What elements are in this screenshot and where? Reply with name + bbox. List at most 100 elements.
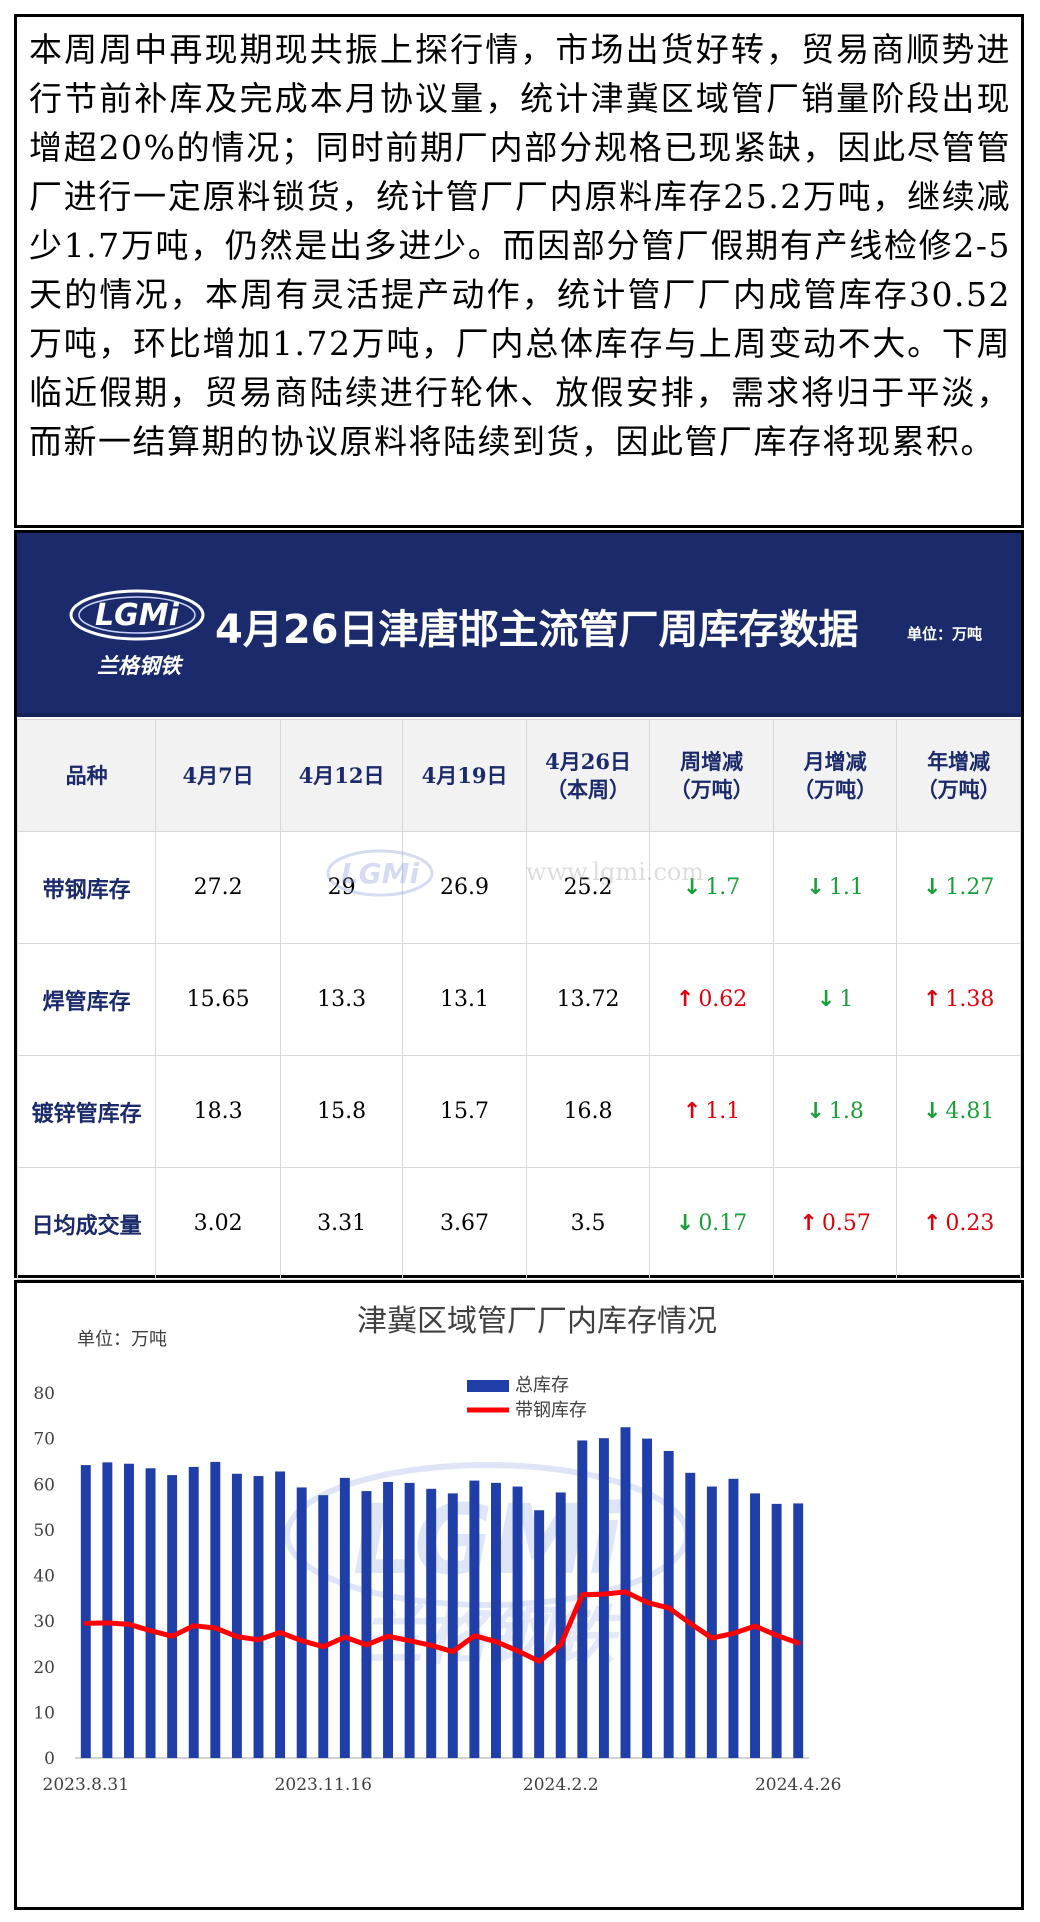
change-cell: ↓ 0.17 bbox=[649, 1167, 774, 1280]
bar bbox=[383, 1481, 393, 1758]
row-label: 带钢库存 bbox=[16, 831, 157, 944]
table-row: 焊管库存 15.65 13.3 13.1 13.72 ↑ 0.62 ↓ 1 ↑ 1.38 bbox=[16, 943, 1021, 1056]
y-tick-label: 30 bbox=[33, 1612, 55, 1632]
arrow-down-icon: ↓ bbox=[922, 1099, 942, 1124]
chart-title: 津冀区域管厂厂内库存情况 bbox=[357, 1304, 717, 1339]
y-tick-label: 80 bbox=[33, 1384, 55, 1404]
value-cell: 3.02 bbox=[155, 1167, 281, 1280]
change-cell: ↑ 1.1 bbox=[649, 1055, 774, 1168]
value-cell: 15.7 bbox=[402, 1055, 527, 1168]
change-value: 1 bbox=[839, 987, 854, 1012]
change-value: 1.1 bbox=[828, 875, 864, 900]
header-cell: 4月7日 bbox=[155, 719, 281, 832]
bar bbox=[447, 1493, 458, 1758]
bar bbox=[275, 1471, 286, 1758]
change-cell: ↑ 0.57 bbox=[772, 1167, 898, 1280]
row-label: 镀锌管库存 bbox=[16, 1055, 157, 1168]
bar bbox=[167, 1475, 178, 1758]
inventory-chart-card: LGMi 兰格钢铁 津冀区域管厂厂内库存情况 单位：万吨 0 10 20 30 40 50 60 70… bbox=[14, 1280, 1024, 1910]
y-tick-label: 40 bbox=[33, 1567, 55, 1587]
bar bbox=[598, 1438, 609, 1758]
bar bbox=[555, 1492, 566, 1758]
bar bbox=[663, 1450, 674, 1758]
logo-subtext: 兰格钢铁 bbox=[97, 653, 184, 678]
bar bbox=[231, 1473, 242, 1758]
inventory-table: 品种 4月7日 4月12日 4月19日 4月26日 （本周） 周增减 （万吨） 月增减 （万… bbox=[16, 719, 1021, 1280]
change-value: 1.38 bbox=[945, 987, 995, 1012]
arrow-up-icon: ↑ bbox=[922, 987, 942, 1012]
bar bbox=[491, 1482, 501, 1758]
legend-swatch-bar bbox=[467, 1380, 509, 1392]
header-cell: 品种 bbox=[16, 719, 157, 832]
value-cell: 15.8 bbox=[279, 1055, 404, 1168]
bar bbox=[361, 1491, 372, 1758]
change-cell: ↑ 0.62 bbox=[649, 943, 774, 1056]
change-value: 4.81 bbox=[945, 1099, 995, 1124]
header-cell: 4月26日 （本周） bbox=[525, 719, 651, 832]
arrow-down-icon: ↓ bbox=[922, 875, 942, 900]
table-header-row: 品种 4月7日 4月12日 4月19日 4月26日 （本周） 周增减 （万吨） 月增减 （万… bbox=[16, 719, 1021, 832]
bar bbox=[534, 1510, 545, 1758]
header-cell: 周增减 （万吨） bbox=[649, 719, 774, 832]
header-cell: 4月19日 bbox=[402, 719, 527, 832]
arrow-down-icon: ↓ bbox=[682, 875, 702, 900]
bar bbox=[80, 1465, 91, 1758]
unit-label: 单位：万吨 bbox=[907, 625, 983, 643]
bar bbox=[210, 1461, 221, 1758]
chart-unit-label: 单位：万吨 bbox=[77, 1329, 167, 1350]
change-cell: ↓ 1.1 bbox=[772, 831, 898, 944]
value-cell: 18.3 bbox=[155, 1055, 281, 1168]
arrow-down-icon: ↓ bbox=[675, 1211, 695, 1236]
value-cell: 13.1 bbox=[402, 943, 527, 1056]
change-cell: ↓ 1.7 bbox=[649, 831, 774, 944]
bar bbox=[728, 1478, 739, 1758]
summary-paragraph: 本周周中再现期现共振上探行情，市场出货好转，贸易商顺势进行节前补库及完成本月协议… bbox=[14, 14, 1024, 528]
change-value: 0.57 bbox=[821, 1211, 871, 1236]
value-cell: 27.2 bbox=[155, 831, 281, 944]
bar bbox=[318, 1495, 329, 1758]
arrow-up-icon: ↑ bbox=[799, 1211, 818, 1236]
change-value: 1.27 bbox=[945, 875, 995, 900]
value-cell: 15.65 bbox=[155, 943, 281, 1056]
logo-text: LGMi bbox=[95, 598, 180, 633]
bar bbox=[426, 1488, 437, 1758]
arrow-down-icon: ↓ bbox=[806, 1099, 825, 1124]
arrow-up-icon: ↑ bbox=[682, 1099, 702, 1124]
arrow-down-icon: ↓ bbox=[816, 987, 836, 1012]
x-tick-label: 2024.2.2 bbox=[523, 1775, 599, 1795]
table-row: 带钢库存 27.2 29 26.9 25.2 ↓ 1.7 ↓ 1.1 ↓ 1.27 bbox=[16, 831, 1021, 944]
x-tick-label: 2023.8.31 bbox=[43, 1775, 130, 1795]
bar bbox=[102, 1462, 113, 1758]
header-cell: 4月12日 bbox=[279, 719, 404, 832]
y-tick-label: 50 bbox=[33, 1521, 55, 1541]
y-tick-label: 20 bbox=[33, 1658, 55, 1678]
bar bbox=[145, 1468, 156, 1758]
arrow-up-icon: ↑ bbox=[922, 1211, 942, 1236]
table-banner: LGMi 兰格钢铁 4月26日津唐邯主流管厂周库存数据 单位：万吨 bbox=[17, 533, 1021, 717]
change-cell: ↓ 1 bbox=[772, 943, 898, 1056]
table-title: 4月26日津唐邯主流管厂周库存数据 bbox=[215, 607, 859, 653]
value-cell: 29 bbox=[279, 831, 404, 944]
bar bbox=[793, 1503, 804, 1758]
header-cell: 月增减 （万吨） bbox=[772, 719, 898, 832]
change-cell: ↑ 0.23 bbox=[896, 1167, 1021, 1280]
value-cell: 25.2 bbox=[525, 831, 651, 944]
row-label: 日均成交量 bbox=[16, 1167, 157, 1280]
x-tick-label: 2024.4.26 bbox=[755, 1775, 842, 1795]
table-row: 镀锌管库存 18.3 15.8 15.7 16.8 ↑ 1.1 ↓ 1.8 ↓ 4.81 bbox=[16, 1055, 1021, 1168]
bar bbox=[771, 1503, 782, 1758]
bar bbox=[124, 1463, 134, 1758]
bar bbox=[512, 1486, 523, 1758]
bar bbox=[642, 1438, 653, 1758]
bar bbox=[706, 1486, 717, 1758]
x-tick-label: 2023.11.16 bbox=[275, 1775, 372, 1795]
value-cell: 3.31 bbox=[279, 1167, 404, 1280]
value-cell: 16.8 bbox=[525, 1055, 651, 1168]
inventory-chart: LGMi兰格钢铁津冀区域管厂厂内库存情况单位：万吨010203040506070… bbox=[33, 1304, 842, 1795]
change-value: 1.1 bbox=[705, 1099, 741, 1124]
value-cell: 13.72 bbox=[525, 943, 651, 1056]
y-tick-label: 10 bbox=[33, 1703, 55, 1723]
arrow-up-icon: ↑ bbox=[675, 987, 695, 1012]
bar bbox=[685, 1472, 696, 1758]
legend-label: 总库存 bbox=[515, 1375, 569, 1396]
